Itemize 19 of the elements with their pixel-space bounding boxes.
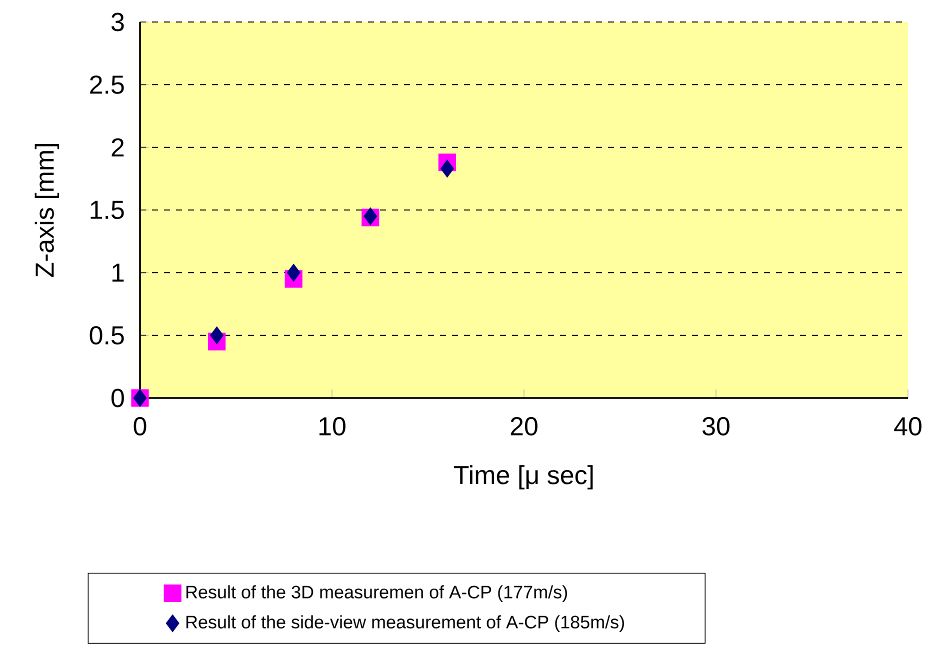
- y-axis-title: Z-axis [mm]: [34, 144, 60, 278]
- y-tick-label: 0.5: [90, 326, 124, 345]
- y-tick-label: 2.5: [90, 75, 124, 94]
- x-tick-label: 40: [894, 417, 922, 436]
- x-tick-label: 30: [702, 417, 730, 436]
- legend-label: Result of the side-view measurement of A-CP (185m/s): [186, 615, 624, 632]
- point: [440, 160, 454, 178]
- y-tick-label: 1.5: [90, 200, 124, 220]
- y-tick-label: 3: [111, 12, 124, 32]
- x-axis-title: Time [μ sec]: [454, 465, 593, 490]
- legend-label: Result of the 3D measuremen of A-CP (177m/s): [186, 585, 567, 602]
- y-tick-label: 0: [111, 388, 124, 408]
- y-tick-label: 2: [112, 138, 124, 156]
- point: [210, 326, 224, 344]
- point: [286, 264, 300, 282]
- y-tick-label: 1: [112, 264, 124, 282]
- x-tick-label: 0: [134, 417, 146, 436]
- x-tick-label: 20: [510, 417, 538, 436]
- x-tick-label: 10: [320, 417, 346, 436]
